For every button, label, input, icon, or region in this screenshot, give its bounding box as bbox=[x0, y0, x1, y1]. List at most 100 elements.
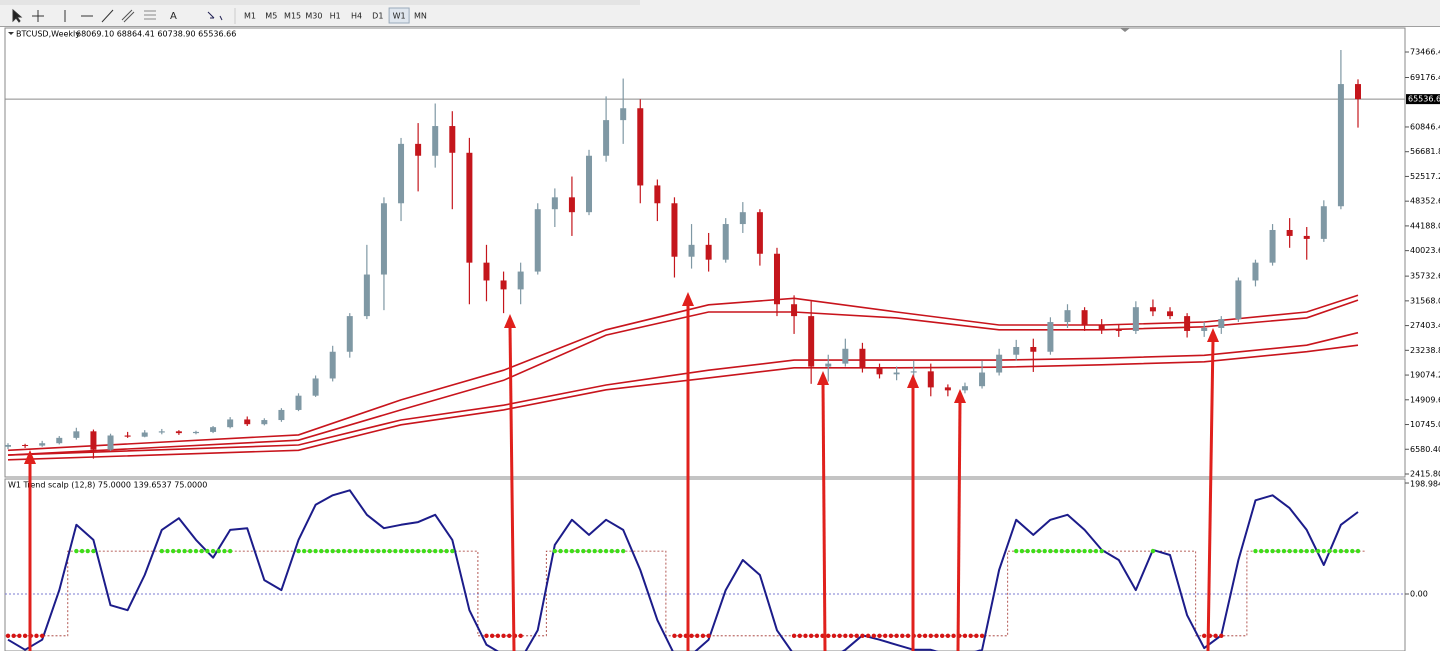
timeframe-label[interactable]: W1 bbox=[393, 12, 406, 21]
timeframe-button[interactable] bbox=[388, 7, 410, 24]
candle-body bbox=[1286, 229, 1293, 236]
trend-dot bbox=[1310, 548, 1315, 554]
trend-dot bbox=[199, 548, 204, 554]
timeframe-label[interactable]: MN bbox=[414, 12, 427, 21]
trend-dot bbox=[1315, 548, 1321, 554]
trend-dot bbox=[598, 548, 603, 554]
candle-body bbox=[329, 351, 336, 379]
channel-tool[interactable] bbox=[121, 9, 135, 23]
trend-dot bbox=[1287, 548, 1292, 554]
arrows-tool[interactable] bbox=[207, 11, 223, 21]
trend-dot bbox=[433, 548, 438, 554]
trend-dot bbox=[330, 548, 335, 554]
trend-dot bbox=[193, 548, 199, 554]
y-tick-label: 40023.60 bbox=[1410, 246, 1440, 255]
trend-dot bbox=[848, 633, 854, 639]
trend-dot bbox=[302, 548, 307, 554]
y-tick-label: 35732.60 bbox=[1410, 272, 1440, 281]
trend-dot bbox=[677, 633, 683, 639]
trend-dot bbox=[620, 548, 626, 554]
y-tick-label: 27403.40 bbox=[1410, 321, 1440, 330]
timeframe-label[interactable]: M5 bbox=[265, 12, 277, 21]
trend-dot bbox=[5, 633, 11, 639]
trend-dot bbox=[376, 548, 381, 554]
timeframe-label[interactable]: H1 bbox=[330, 12, 341, 21]
candle-body bbox=[654, 185, 661, 204]
y-tick-label: 10745.00 bbox=[1410, 420, 1440, 429]
trend-dot bbox=[900, 633, 905, 639]
candle-body bbox=[893, 372, 900, 375]
candle-body bbox=[158, 431, 165, 433]
trend-dot bbox=[1042, 548, 1047, 554]
candle-body bbox=[1252, 262, 1259, 281]
trend-dot bbox=[170, 548, 176, 554]
candle-body bbox=[1030, 346, 1037, 352]
trend-dot bbox=[564, 548, 569, 554]
candle-body bbox=[90, 431, 97, 450]
indicator-label: W1 Trend scalp (12,8) 75.0000 139.6537 7… bbox=[8, 481, 207, 490]
trend-dot bbox=[404, 548, 409, 554]
trend-dot bbox=[415, 548, 421, 554]
fibo-tool[interactable] bbox=[144, 10, 156, 20]
y-tick-label: 198.9842 bbox=[1410, 480, 1440, 489]
trend-dot bbox=[79, 548, 85, 554]
trend-dot bbox=[1338, 548, 1344, 554]
trend-dot bbox=[831, 633, 837, 639]
y-tick-label: 73466.40 bbox=[1410, 48, 1440, 57]
timeframe-label[interactable]: M1 bbox=[244, 12, 256, 21]
trend-dot bbox=[1014, 548, 1019, 554]
trend-dot bbox=[205, 548, 210, 554]
candle-body bbox=[1149, 307, 1156, 312]
trend-dot bbox=[159, 548, 164, 554]
arrow-head bbox=[907, 374, 919, 388]
candle-body bbox=[722, 224, 729, 260]
candle-body bbox=[295, 395, 302, 410]
trend-dot bbox=[22, 633, 28, 639]
candle-body bbox=[688, 244, 695, 257]
arrow-head bbox=[24, 450, 36, 464]
trend-dot bbox=[1327, 548, 1332, 554]
trend-dot bbox=[877, 633, 882, 639]
trend-dot bbox=[854, 633, 859, 639]
trend-dot bbox=[883, 633, 888, 639]
trend-dot bbox=[592, 548, 597, 554]
trend-dot bbox=[843, 633, 848, 639]
candle-body bbox=[756, 212, 763, 254]
trend-dot bbox=[803, 633, 808, 639]
trend-dot bbox=[484, 633, 489, 639]
trend-dot bbox=[871, 633, 877, 639]
trend-dot bbox=[860, 633, 865, 639]
trend-dot bbox=[968, 633, 973, 639]
trend-dot bbox=[176, 548, 182, 554]
trend-dot bbox=[951, 633, 956, 639]
trend-dot bbox=[1036, 548, 1042, 554]
trendline-tool[interactable] bbox=[101, 9, 114, 23]
trend-dot bbox=[353, 548, 358, 554]
candle-body bbox=[175, 431, 182, 434]
candle-body bbox=[380, 203, 387, 275]
y-tick-label: 2415.80 bbox=[1410, 469, 1440, 478]
trend-dot bbox=[518, 633, 523, 639]
candle-body bbox=[534, 209, 541, 272]
text-tool[interactable]: A bbox=[170, 11, 177, 22]
trend-dot bbox=[438, 548, 444, 554]
timeframe-label[interactable]: M15 bbox=[284, 12, 301, 21]
trend-dot bbox=[347, 548, 352, 554]
trend-dot bbox=[979, 633, 985, 639]
cursor-tool[interactable] bbox=[12, 8, 23, 23]
trend-dot bbox=[1059, 548, 1064, 554]
trend-dot bbox=[489, 633, 495, 639]
trend-dot bbox=[495, 633, 501, 639]
trend-dot bbox=[1281, 548, 1287, 554]
candle-body bbox=[124, 435, 131, 437]
candle-body bbox=[1235, 280, 1242, 320]
crosshair-tool[interactable] bbox=[32, 10, 44, 22]
candle-body bbox=[483, 262, 490, 281]
candle-body bbox=[603, 120, 610, 156]
trend-dot bbox=[358, 548, 364, 554]
timeframe-label[interactable]: D1 bbox=[372, 12, 383, 21]
trend-dot bbox=[797, 633, 802, 639]
timeframe-label[interactable]: H4 bbox=[351, 12, 362, 21]
timeframe-label[interactable]: M30 bbox=[305, 12, 322, 21]
trend-dot bbox=[341, 548, 347, 554]
